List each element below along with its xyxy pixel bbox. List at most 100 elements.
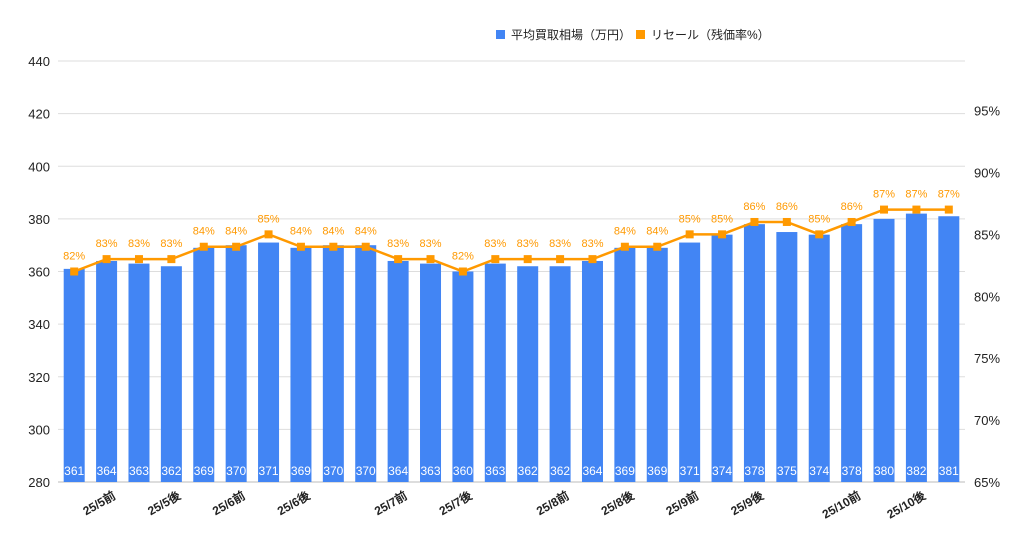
- line-point: [523, 255, 532, 264]
- line-point: [847, 217, 856, 226]
- bar-data-label: 381: [939, 464, 959, 478]
- line-point: [944, 205, 953, 214]
- legend: 平均買取相場（万円） リセール（残価率%）: [496, 27, 770, 42]
- line-point: [134, 255, 143, 264]
- bar-data-label: 362: [161, 464, 181, 478]
- bar-data-label: 378: [744, 464, 764, 478]
- line-data-label: 87%: [938, 189, 960, 201]
- bar: [776, 232, 798, 482]
- bar: [290, 247, 312, 482]
- bar-data-label: 363: [129, 464, 149, 478]
- x-tick-label: 25/8後: [598, 487, 637, 518]
- line-point: [199, 242, 208, 251]
- line-data-label: 83%: [128, 238, 150, 250]
- left-tick-label: 420: [28, 107, 50, 122]
- bar: [679, 242, 701, 482]
- line-data-label: 85%: [711, 213, 733, 225]
- line-point: [329, 242, 338, 251]
- line-data-label: 83%: [387, 238, 409, 250]
- line-data-label: 87%: [905, 189, 927, 201]
- legend-label-bar: 平均買取相場（万円）: [511, 28, 631, 42]
- line-data-label: 84%: [322, 226, 344, 238]
- bar-data-label: 380: [874, 464, 894, 478]
- line-point: [70, 267, 79, 276]
- line-data-label: 86%: [841, 201, 863, 213]
- line-data-label: 84%: [225, 226, 247, 238]
- bar-data-label: 369: [291, 464, 311, 478]
- bar-data-label: 363: [485, 464, 505, 478]
- bar-data-label: 371: [259, 464, 279, 478]
- x-tick-label: 25/10後: [884, 487, 929, 522]
- line-point: [296, 242, 305, 251]
- x-tick-label: 25/5後: [145, 487, 184, 518]
- bar: [614, 247, 636, 482]
- bar-data-label: 362: [518, 464, 538, 478]
- line-point: [782, 217, 791, 226]
- line-data-label: 83%: [549, 238, 571, 250]
- x-tick-label: 25/8前: [533, 488, 571, 519]
- right-tick-label: 75%: [974, 351, 1000, 366]
- line-point: [653, 242, 662, 251]
- bar: [549, 266, 571, 482]
- line-data-label: 85%: [679, 213, 701, 225]
- x-tick-label: 25/6後: [274, 487, 313, 518]
- left-tick-label: 440: [28, 54, 50, 69]
- bar-data-label: 374: [712, 464, 732, 478]
- line-point: [912, 205, 921, 214]
- bar-data-label: 369: [615, 464, 635, 478]
- line-point: [458, 267, 467, 276]
- line-point: [880, 205, 889, 214]
- bar: [484, 263, 506, 482]
- line-point: [491, 255, 500, 264]
- legend-swatch-line: [636, 30, 645, 39]
- bar-data-label: 378: [842, 464, 862, 478]
- bar: [225, 245, 247, 482]
- line-point: [167, 255, 176, 264]
- line-data-label: 84%: [646, 226, 668, 238]
- bar: [322, 245, 344, 482]
- bar: [873, 218, 895, 482]
- line-point: [361, 242, 370, 251]
- bar: [711, 234, 733, 482]
- x-tick-label: 25/7前: [372, 488, 410, 519]
- left-tick-label: 340: [28, 317, 50, 332]
- bar-data-label: 364: [582, 464, 602, 478]
- bar: [581, 260, 603, 482]
- bar: [128, 263, 150, 482]
- bar: [193, 247, 215, 482]
- line-data-label: 84%: [290, 226, 312, 238]
- line-point: [394, 255, 403, 264]
- bar: [743, 224, 765, 482]
- left-tick-label: 400: [28, 159, 50, 174]
- bar-series: 361 364 363 362 369 370 371 369 370 370 364 363 360 3…: [63, 213, 960, 483]
- line-data-label: 83%: [420, 238, 442, 250]
- right-tick-label: 70%: [974, 413, 1000, 428]
- bar: [808, 234, 830, 482]
- bar: [420, 263, 442, 482]
- x-tick-label: 25/9前: [663, 488, 701, 519]
- line-point: [556, 255, 565, 264]
- right-tick-label: 65%: [974, 475, 1000, 490]
- line-data-label: 83%: [581, 238, 603, 250]
- bar-data-label: 360: [453, 464, 473, 478]
- left-tick-label: 380: [28, 212, 50, 227]
- bar: [355, 245, 377, 482]
- line-point: [232, 242, 241, 251]
- line-point: [620, 242, 629, 251]
- bar-data-label: 363: [421, 464, 441, 478]
- left-tick-label: 320: [28, 370, 50, 385]
- right-tick-label: 95%: [974, 104, 1000, 119]
- line-series: 82% 83% 83% 83% 84% 84% 85% 84% 84% 84% 83% 83% 82% 8…: [63, 189, 960, 276]
- bar-data-label: 371: [680, 464, 700, 478]
- bar-data-label: 362: [550, 464, 570, 478]
- bar-data-label: 369: [647, 464, 667, 478]
- line-data-label: 82%: [63, 251, 85, 263]
- line-data-label: 85%: [808, 213, 830, 225]
- bar: [160, 266, 182, 482]
- bar-data-label: 374: [809, 464, 829, 478]
- line-point: [588, 255, 597, 264]
- bar-data-label: 364: [388, 464, 408, 478]
- bar: [517, 266, 539, 482]
- bar-data-label: 370: [356, 464, 376, 478]
- line-point: [718, 230, 727, 239]
